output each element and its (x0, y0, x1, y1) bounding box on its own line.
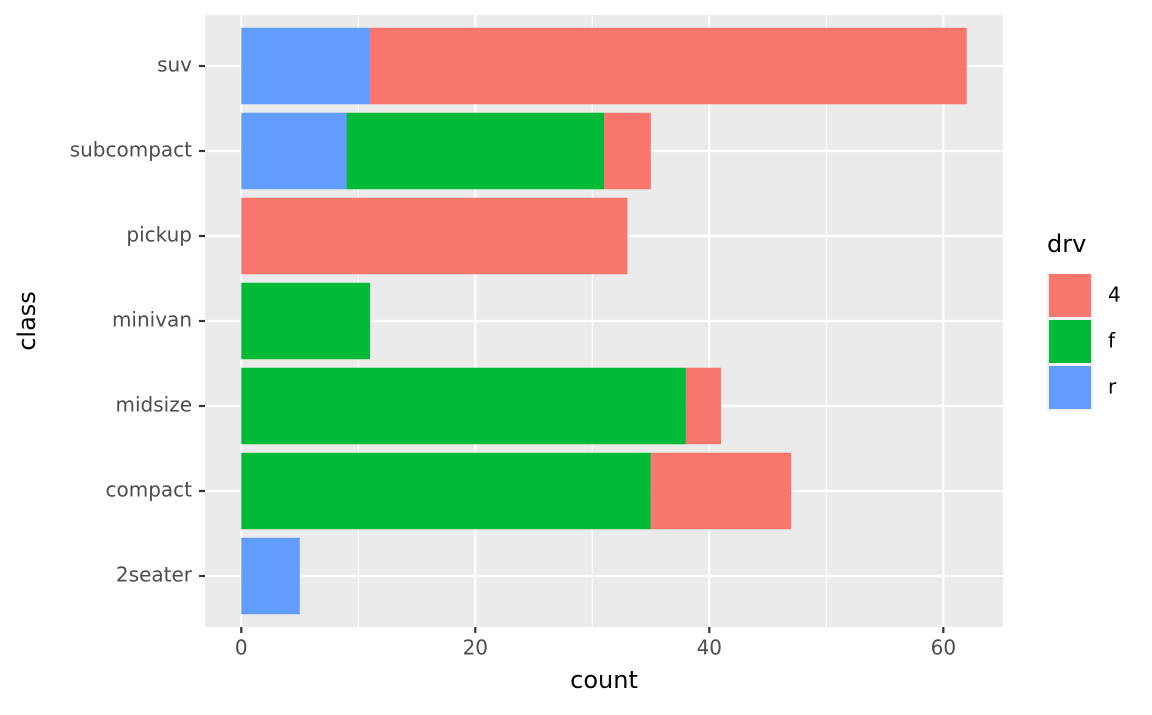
bar (241, 537, 300, 615)
bar (685, 367, 722, 445)
y-tick-label: compact (105, 478, 192, 502)
y-tick-label: suv (157, 53, 192, 77)
x-tick-label: 0 (235, 636, 248, 660)
y-tick-label: minivan (112, 308, 192, 332)
y-tick-label: 2seater (116, 563, 193, 587)
x-tick-label: 20 (463, 636, 488, 660)
legend: 4 fr (1047, 273, 1121, 411)
y-tick-label: midsize (115, 393, 192, 417)
bar (241, 112, 347, 190)
y-axis-title: class (13, 291, 41, 351)
y-tick-label: subcompact (70, 138, 192, 162)
bar (650, 452, 792, 530)
legend-label: f (1108, 329, 1116, 353)
legend-swatch (1049, 366, 1091, 409)
bar (369, 27, 967, 105)
bar (604, 112, 651, 190)
bar (241, 367, 686, 445)
axes: 0 20 40 60 2seater compact midsize minivan picku… (70, 53, 956, 660)
legend-label: r (1108, 375, 1117, 399)
bar (241, 282, 370, 360)
x-axis-title: count (570, 666, 638, 694)
legend-label: 4 (1108, 283, 1121, 307)
x-tick-label: 60 (931, 636, 956, 660)
bar (241, 197, 628, 275)
bar (346, 112, 604, 190)
legend-swatch (1049, 274, 1091, 317)
y-tick-label: pickup (126, 223, 192, 247)
legend-swatch (1049, 320, 1091, 363)
bar (241, 27, 370, 105)
bars (241, 27, 967, 615)
x-tick-label: 40 (697, 636, 722, 660)
legend-title: drv (1047, 230, 1086, 258)
bar (241, 452, 651, 530)
